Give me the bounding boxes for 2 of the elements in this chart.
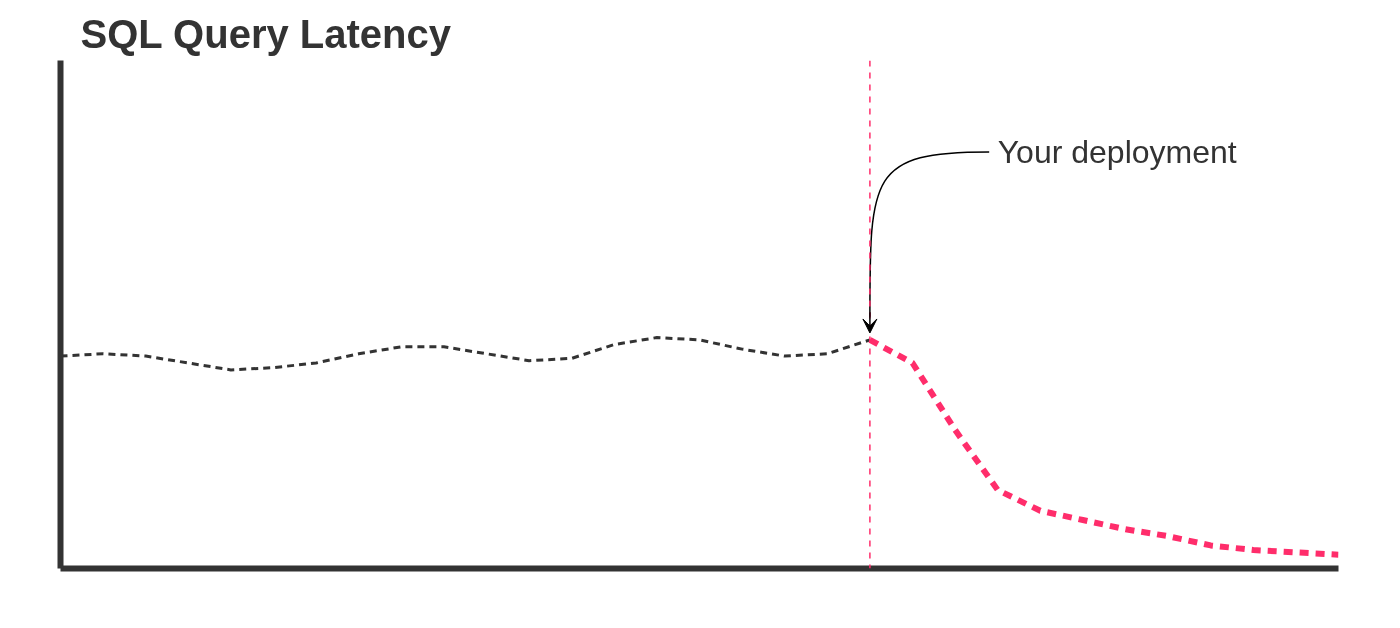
text: Your deployment: [997, 133, 1237, 170]
chart-title: SQL Query Latency: [80, 11, 452, 56]
